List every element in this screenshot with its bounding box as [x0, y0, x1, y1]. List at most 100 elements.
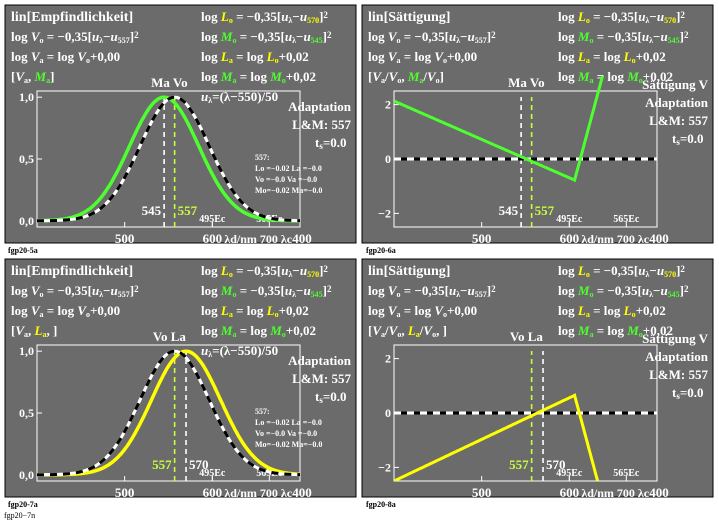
formula-token: = −0,35[: [590, 9, 638, 24]
formula-token: 2: [134, 30, 139, 40]
formula-token: M: [220, 283, 233, 298]
comp-tick-label: 495Ec: [556, 214, 583, 225]
formula-token: /: [384, 69, 389, 84]
info-text: Sättigung V: [642, 331, 708, 346]
marker-label: 570: [546, 457, 566, 472]
formula-token: a: [42, 330, 46, 339]
formula-token: ]: [130, 283, 134, 298]
formula-token: λ: [292, 36, 296, 45]
formula-token: λ: [208, 350, 212, 359]
ts-token: t: [672, 385, 677, 400]
formula-token: = log: [233, 49, 267, 64]
formula-token: M: [577, 323, 590, 338]
formula-token: 545: [311, 36, 323, 45]
ts-token: =0.0: [680, 385, 704, 400]
formula-token: /: [384, 323, 389, 338]
formula-token: o: [632, 310, 636, 319]
x-tick-label: 400: [649, 485, 669, 500]
formula-token: +0,02: [279, 49, 309, 64]
formula-token: a: [24, 330, 28, 339]
formula-token: o: [397, 36, 401, 45]
formula-token: V: [388, 49, 398, 64]
formula-token: ]: [676, 9, 680, 24]
formula-token: a: [381, 330, 385, 339]
formula-token: 2: [327, 30, 332, 40]
formula-token: ]: [130, 29, 134, 44]
formula-token: 2: [323, 10, 328, 20]
formula-token: M: [220, 69, 233, 84]
info-text: Adaptation: [645, 95, 709, 110]
panel-footer-label: fgp20-7a: [8, 500, 38, 509]
formula-token: u: [660, 283, 667, 298]
comp-tick-label: 565Ec: [613, 214, 640, 225]
info-text: Sättigung V: [642, 77, 708, 92]
panel-title: lin[Empfindlichkeit]: [11, 10, 133, 25]
formula-token: a: [397, 310, 401, 319]
formula-token: λ: [288, 270, 292, 279]
panel-footer-label: fgp20-6a: [366, 246, 396, 255]
formula-token: = −0,35[: [590, 263, 638, 278]
formula-token: = log: [236, 323, 270, 338]
formula-token: a: [381, 76, 385, 85]
formula-token: V: [388, 303, 398, 318]
formula-token: o: [232, 290, 236, 299]
formula-token: u: [303, 283, 310, 298]
formula-token: M: [626, 323, 639, 338]
formula-token: 570: [307, 16, 319, 25]
panel-title: lin[Sättigung]: [368, 10, 450, 25]
formula-token: o: [397, 330, 401, 339]
formula-token: 2: [680, 10, 685, 20]
formula-token: 557: [118, 290, 130, 299]
header-left-line: [Va/Vo, La/Vo, ]: [368, 323, 447, 339]
marker-label: 570: [189, 457, 209, 472]
formula-token: , ]: [46, 323, 57, 338]
formula-token: a: [40, 310, 44, 319]
formula-token: o: [275, 310, 279, 319]
formula-token: V: [31, 303, 41, 318]
formula-token: log: [558, 9, 578, 24]
formula-token: +0,02: [636, 49, 666, 64]
formula-token: V: [31, 49, 41, 64]
y-tick-label: 0,0: [19, 214, 34, 228]
marker-label: 545: [142, 203, 162, 218]
formula-token: λ: [649, 36, 653, 45]
series-line-La: [37, 349, 301, 477]
formula-token: o: [586, 16, 590, 25]
formula-token: o: [40, 290, 44, 299]
param-text: 557:: [255, 153, 270, 162]
formula-token: 545: [311, 290, 323, 299]
formula-token: u: [300, 9, 307, 24]
formula-token: u: [468, 29, 475, 44]
x-tick-label: 600: [203, 231, 223, 246]
formula-token: a: [232, 76, 236, 85]
formula-token: L: [577, 49, 586, 64]
formula-token: log: [558, 49, 578, 64]
param-text: Vo =−0.0 Va =−0.0: [255, 429, 317, 438]
curve-label: Vo La: [510, 329, 544, 344]
formula-token: log: [201, 69, 221, 84]
ts-token: =0.0: [323, 389, 347, 404]
marker-label: 557: [152, 457, 172, 472]
formula-token: L: [577, 263, 586, 278]
y-tick-label: −2: [378, 460, 391, 474]
formula-token: log: [558, 303, 578, 318]
formula-token: a: [589, 330, 593, 339]
header-right-line: log Lo = −0,35[uλ−u570]2: [201, 263, 328, 279]
formula-token: o: [86, 56, 90, 65]
formula-token: 2: [327, 284, 332, 294]
formula-token: u: [642, 283, 649, 298]
formula-token: λ: [645, 270, 649, 279]
formula-token: ,: [28, 69, 35, 84]
formula-token: o: [282, 330, 286, 339]
formula-token: −: [292, 263, 299, 278]
formula-token: =(λ−550)/50: [212, 343, 278, 358]
formula-token: 2: [491, 30, 496, 40]
formula-token: log: [368, 303, 388, 318]
formula-token: log: [201, 283, 221, 298]
formula-token: ,: [401, 69, 408, 84]
x-tick-label: 400: [292, 231, 312, 246]
panel-background: [361, 258, 714, 498]
formula-token: u: [201, 343, 208, 358]
